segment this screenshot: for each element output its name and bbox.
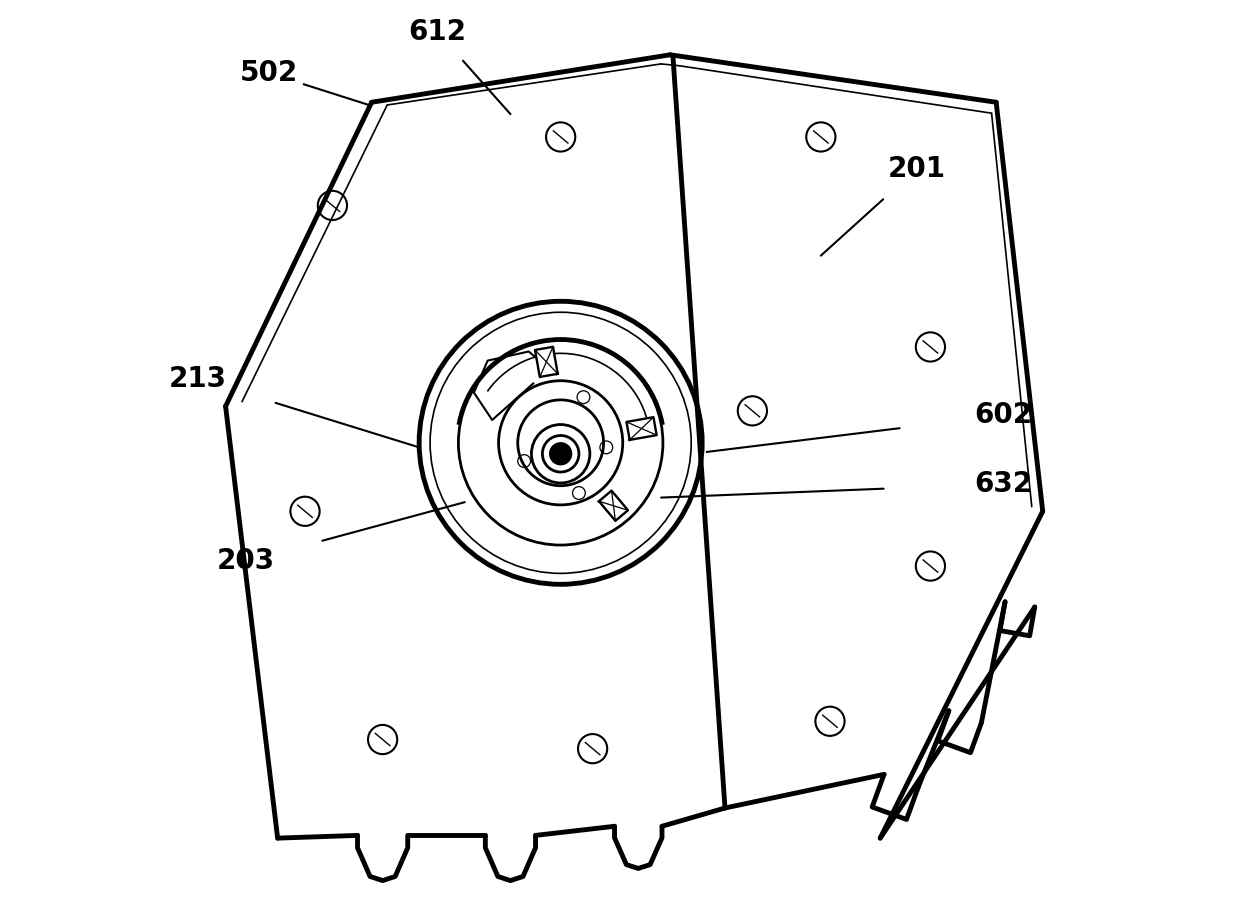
Text: 213: 213	[169, 365, 227, 393]
Polygon shape	[626, 417, 657, 440]
Polygon shape	[534, 347, 558, 377]
Text: 632: 632	[975, 470, 1033, 498]
Polygon shape	[599, 490, 627, 520]
Text: 502: 502	[239, 59, 298, 87]
Circle shape	[549, 443, 572, 465]
Text: 203: 203	[217, 548, 275, 575]
Text: 201: 201	[888, 155, 946, 183]
Text: 612: 612	[408, 18, 466, 46]
Text: 602: 602	[975, 402, 1033, 429]
